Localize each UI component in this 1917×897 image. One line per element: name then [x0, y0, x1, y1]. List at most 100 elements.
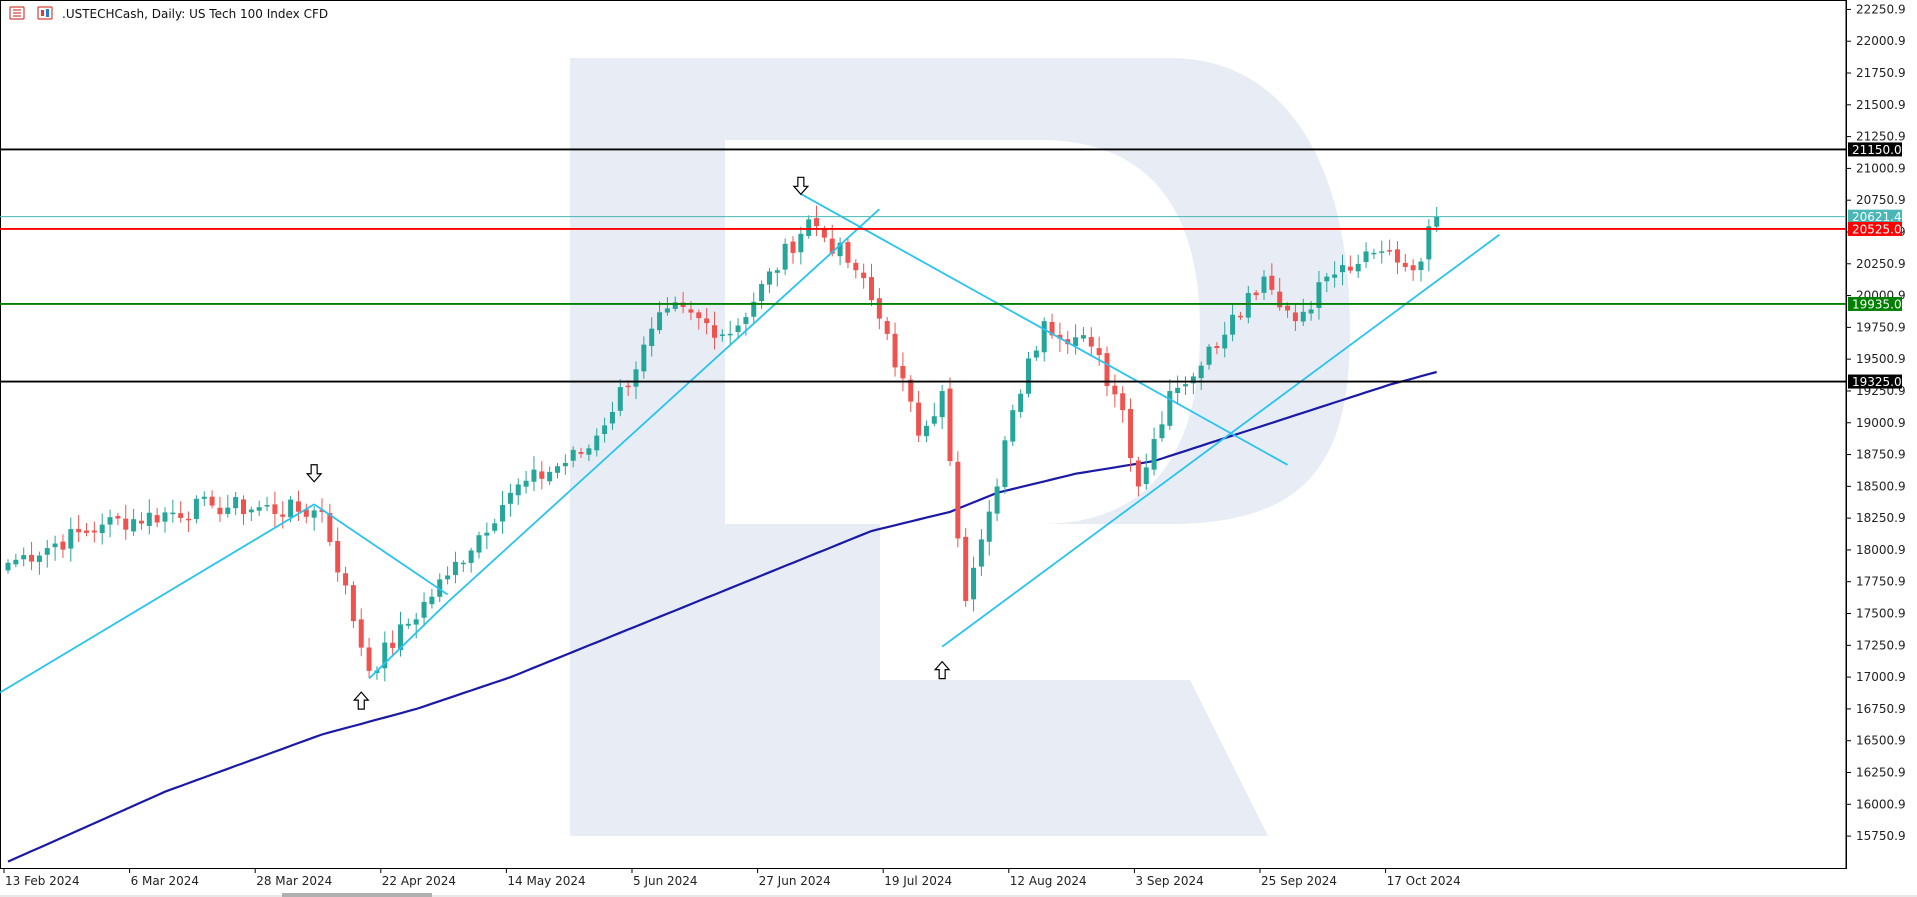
candle-body	[1394, 249, 1400, 263]
candle-body	[233, 497, 239, 509]
candle	[947, 377, 953, 466]
time-tick-label: 12 Aug 2024	[1010, 874, 1087, 888]
candle-body	[311, 510, 317, 518]
trendline[interactable]	[368, 601, 449, 680]
candle-body	[1379, 251, 1385, 253]
level-price-badge	[1848, 142, 1902, 157]
price-tick-label: 17000.9	[1856, 670, 1906, 684]
candle-body	[594, 435, 600, 451]
price-tick-label: 16000.9	[1856, 797, 1906, 811]
candle	[311, 506, 317, 531]
candle-body	[696, 312, 702, 319]
time-tick-label: 5 Jun 2024	[633, 874, 698, 888]
candle-body	[1010, 410, 1016, 442]
candle	[845, 238, 851, 269]
candle-body	[256, 507, 262, 511]
candle-body	[272, 504, 278, 514]
candle-body	[869, 277, 874, 301]
time-axis[interactable]: 13 Feb 2024 6 Mar 2024 28 Mar 2024 22 Apr 2…	[3, 868, 1461, 888]
candle-body	[366, 647, 372, 671]
scrollbar-thumb[interactable]	[282, 893, 432, 897]
candle	[1394, 241, 1400, 275]
candle	[437, 573, 443, 603]
candle-body	[21, 555, 27, 560]
candle	[413, 612, 419, 639]
candle-body	[107, 517, 113, 525]
candle-body	[1300, 311, 1306, 322]
candle-body	[1222, 334, 1228, 349]
price-axis[interactable]: 15750.9 16000.9 16250.9 16500.9 16750.9 17000…	[1845, 0, 1906, 868]
price-tick-label: 16250.9	[1856, 766, 1906, 780]
candle-body	[1340, 265, 1345, 273]
time-tick-label: 6 Mar 2024	[131, 874, 199, 888]
candle	[712, 311, 717, 350]
candle-body	[806, 219, 812, 236]
candle-body	[335, 540, 341, 573]
candle-body	[201, 496, 207, 499]
candle	[421, 592, 427, 627]
candle-body	[751, 301, 757, 317]
candle	[916, 390, 922, 443]
candle-body	[350, 585, 356, 622]
candle	[869, 263, 874, 307]
candle	[531, 456, 537, 492]
price-tick-label: 18000.9	[1856, 543, 1906, 557]
candle	[476, 531, 482, 559]
price-tick-label: 17250.9	[1856, 638, 1906, 652]
price-tick-label: 22250.9	[1856, 2, 1906, 16]
candle-body	[672, 302, 678, 309]
candle	[327, 503, 333, 547]
candle-body	[405, 623, 411, 626]
candle	[138, 512, 144, 530]
candle	[837, 237, 843, 266]
candle-body	[1143, 467, 1149, 485]
trendline[interactable]	[446, 208, 880, 603]
candle-body	[539, 471, 545, 479]
level-price-label: 20621.4	[1852, 210, 1902, 224]
candle-body	[1033, 350, 1039, 358]
level-price-badge	[1848, 209, 1902, 224]
candle-body	[209, 496, 215, 506]
candle-body	[295, 501, 301, 512]
trendline[interactable]	[800, 193, 1288, 466]
candle-body	[68, 529, 74, 549]
candle-body	[664, 308, 670, 313]
candle	[272, 491, 278, 528]
candle-body	[1128, 409, 1134, 458]
candles-icon[interactable]	[37, 6, 53, 20]
candle	[84, 522, 89, 537]
candle	[955, 451, 961, 548]
trendline[interactable]	[0, 503, 315, 694]
candle	[1002, 436, 1008, 494]
candle	[798, 226, 804, 265]
candle	[790, 236, 796, 264]
bars-icon[interactable]	[9, 6, 25, 20]
candle-body	[892, 333, 898, 368]
candle	[1010, 404, 1016, 447]
candle-body	[1237, 315, 1243, 318]
candle	[617, 379, 623, 417]
candle	[162, 507, 168, 533]
candle	[1285, 302, 1291, 318]
candle-body	[908, 379, 914, 402]
price-tick-label: 17750.9	[1856, 575, 1906, 589]
candle	[1418, 257, 1424, 282]
price-tick-label: 22000.9	[1856, 34, 1906, 48]
trendline[interactable]	[313, 503, 449, 596]
chart-title: .USTECHCash, Daily: US Tech 100 Index CF…	[62, 7, 328, 21]
candle	[21, 547, 27, 567]
candle-body	[609, 412, 615, 424]
candle	[986, 500, 992, 556]
candle	[774, 267, 780, 287]
candle-body	[5, 562, 11, 571]
time-tick-label: 25 Sep 2024	[1261, 874, 1337, 888]
candle	[751, 292, 757, 324]
candle-body	[1418, 261, 1424, 271]
candle	[1206, 344, 1212, 370]
moving-average-layer	[7, 370, 1437, 863]
candle	[429, 588, 435, 609]
candle-body	[916, 402, 922, 436]
